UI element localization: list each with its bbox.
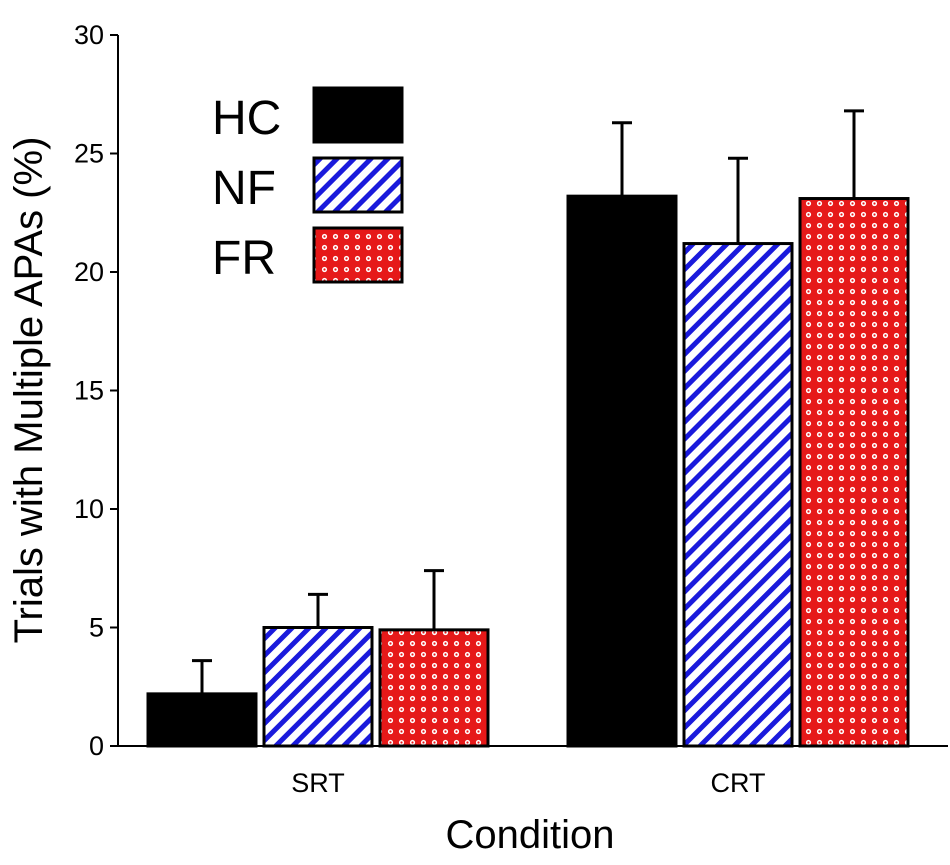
y-tick-label: 15 <box>74 376 104 406</box>
bar-fr-srt <box>378 628 490 748</box>
bar-fr-crt <box>798 197 910 748</box>
bar-hc-srt <box>146 692 258 748</box>
x-category-label: SRT <box>291 768 345 798</box>
y-tick-label: 10 <box>74 494 104 524</box>
legend-swatch-hc <box>312 86 404 144</box>
bar-hc-crt <box>566 194 678 748</box>
error-bars <box>192 109 864 694</box>
y-ticks: 0 5 10 15 20 25 30 <box>74 20 118 761</box>
legend-swatch-fr <box>312 226 404 284</box>
y-tick-label: 30 <box>74 20 104 50</box>
y-tick-label: 0 <box>89 731 104 761</box>
bar-nf-crt <box>682 242 794 748</box>
x-category-labels: SRT CRT <box>291 768 765 798</box>
legend-swatch-nf <box>312 156 404 214</box>
x-axis-title: Condition <box>445 813 614 857</box>
y-axis-title: Trials with Multiple APAs (%) <box>7 137 51 644</box>
y-tick-label: 5 <box>89 613 104 643</box>
legend-label-fr: FR <box>212 232 276 285</box>
x-category-label: CRT <box>710 768 765 798</box>
legend-label-nf: NF <box>212 162 276 215</box>
y-tick-label: 20 <box>74 257 104 287</box>
bars <box>146 194 910 748</box>
legend-label-hc: HC <box>212 92 281 145</box>
bar-nf-srt <box>262 626 374 748</box>
y-tick-label: 25 <box>74 139 104 169</box>
legend: HC NF FR <box>212 86 404 285</box>
